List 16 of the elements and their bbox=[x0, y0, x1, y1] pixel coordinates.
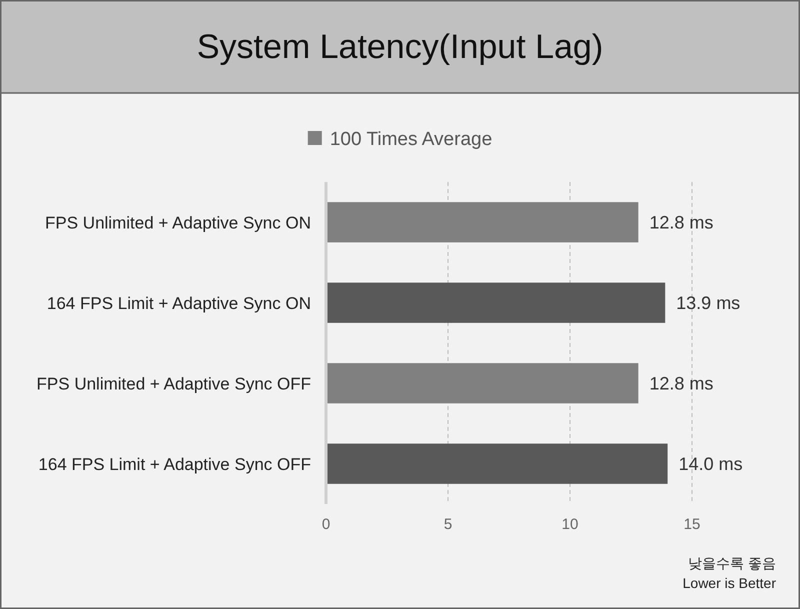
data-label: 14.0 ms bbox=[678, 454, 743, 474]
y-tick-label: 164 FPS Limit + Adaptive Sync ON bbox=[46, 294, 311, 313]
y-tick-label: FPS Unlimited + Adaptive Sync OFF bbox=[36, 374, 311, 394]
data-label: 12.8 ms bbox=[649, 373, 714, 394]
x-tick-label: 5 bbox=[444, 516, 452, 533]
data-label: 12.8 ms bbox=[649, 212, 714, 232]
chart-title: System Latency(Input Lag) bbox=[196, 28, 604, 66]
y-tick-label: FPS Unlimited + Adaptive Sync ON bbox=[45, 213, 311, 232]
y-tick-label: 164 FPS Limit + Adaptive Sync OFF bbox=[38, 454, 311, 474]
data-label: 13.9 ms bbox=[676, 292, 740, 313]
x-tick-label: 15 bbox=[684, 516, 700, 533]
annotation: Lower is Better bbox=[682, 575, 776, 591]
legend: 100 Times Average bbox=[308, 129, 492, 150]
x-tick-label: 10 bbox=[562, 516, 578, 533]
annotation: 낮을수록 좋음 bbox=[688, 555, 776, 571]
x-tick-label: 0 bbox=[322, 516, 330, 533]
